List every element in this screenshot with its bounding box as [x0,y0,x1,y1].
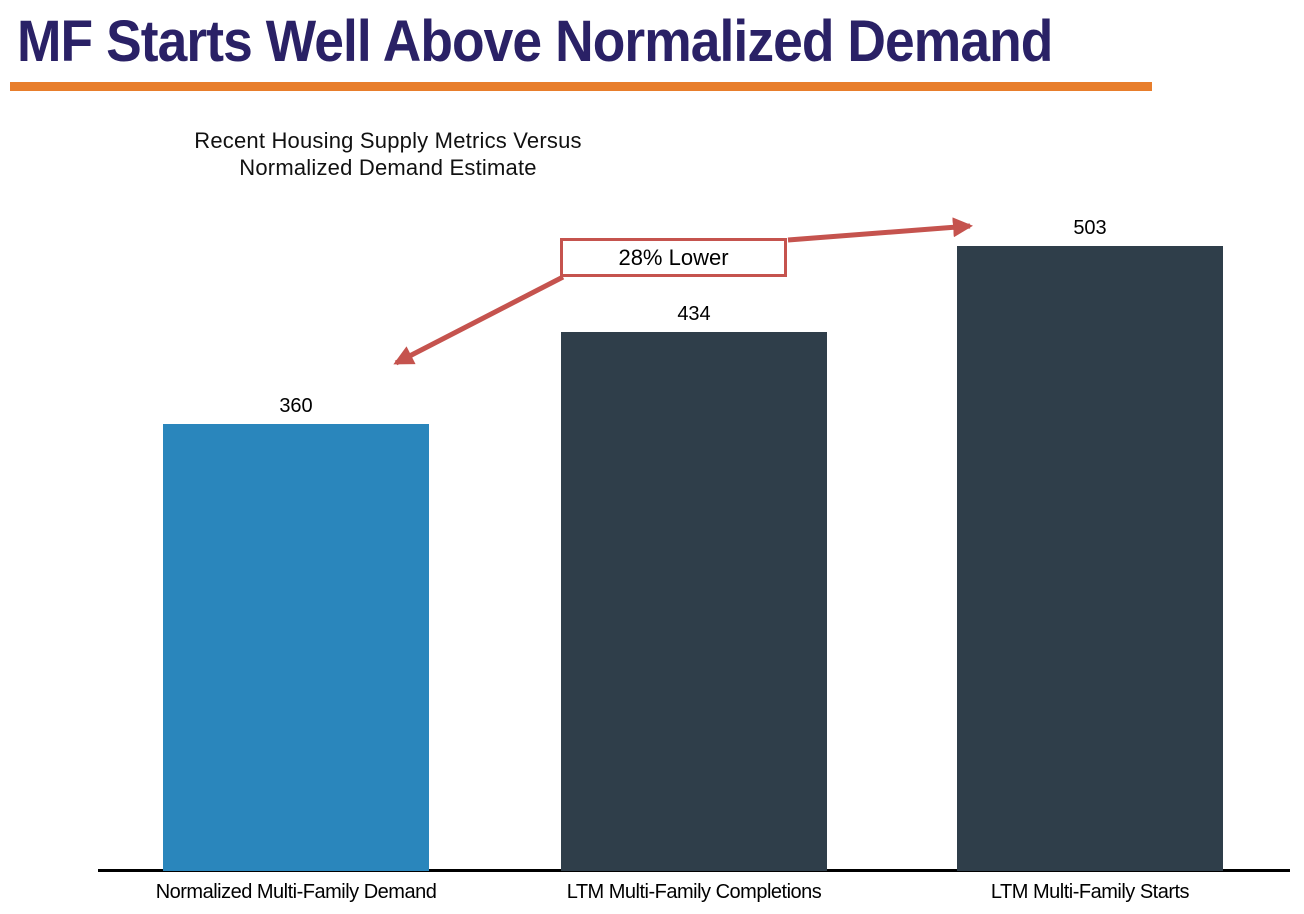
bar-value-label-1: 434 [677,303,711,325]
x-axis-label-2: LTM Multi-Family Starts [990,881,1190,903]
x-axis-label-0: Normalized Multi-Family Demand [155,881,437,903]
bar-2 [957,246,1223,871]
bar-value-label-0: 360 [279,395,313,417]
accent-rule [10,82,1152,91]
bar-1 [561,332,827,871]
bar-value-label-2: 503 [1073,217,1107,239]
x-axis-label-1: LTM Multi-Family Completions [566,881,822,903]
page-title: MF Starts Well Above Normalized Demand [17,9,1053,74]
bar-0 [163,424,429,871]
chart-subtitle: Recent Housing Supply Metrics Versus Nor… [194,128,582,180]
callout-box: 28% Lower [560,238,787,277]
callout-label: 28% Lower [618,244,729,270]
